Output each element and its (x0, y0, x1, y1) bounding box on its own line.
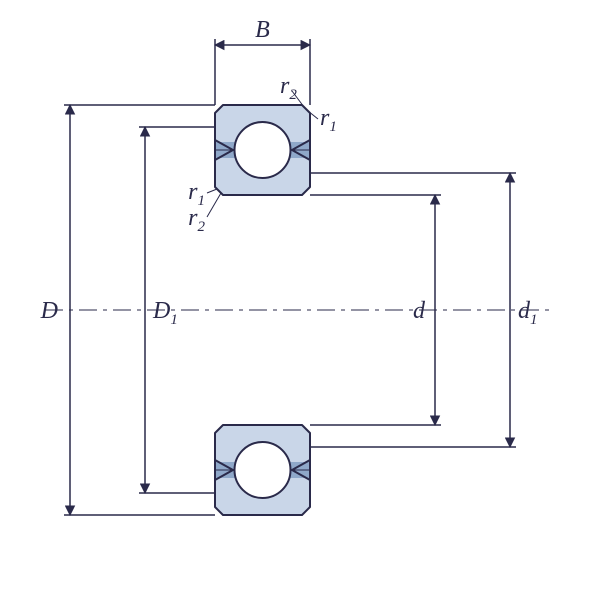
label-B: B (255, 17, 270, 43)
ball (235, 122, 291, 178)
label-D: D (40, 298, 58, 324)
label-r2-top: r2 (280, 73, 297, 103)
bearing-diagram: BDD1dd1r2r1r1r2 (0, 0, 600, 600)
label-r2-bottom: r2 (188, 205, 205, 235)
ring-section-bottom (215, 425, 310, 515)
label-D1: D1 (152, 298, 178, 328)
label-d: d (413, 298, 426, 324)
label-d1: d1 (518, 298, 538, 328)
ball (235, 442, 291, 498)
ring-section-top (215, 105, 310, 195)
label-r1-top: r1 (320, 105, 337, 135)
